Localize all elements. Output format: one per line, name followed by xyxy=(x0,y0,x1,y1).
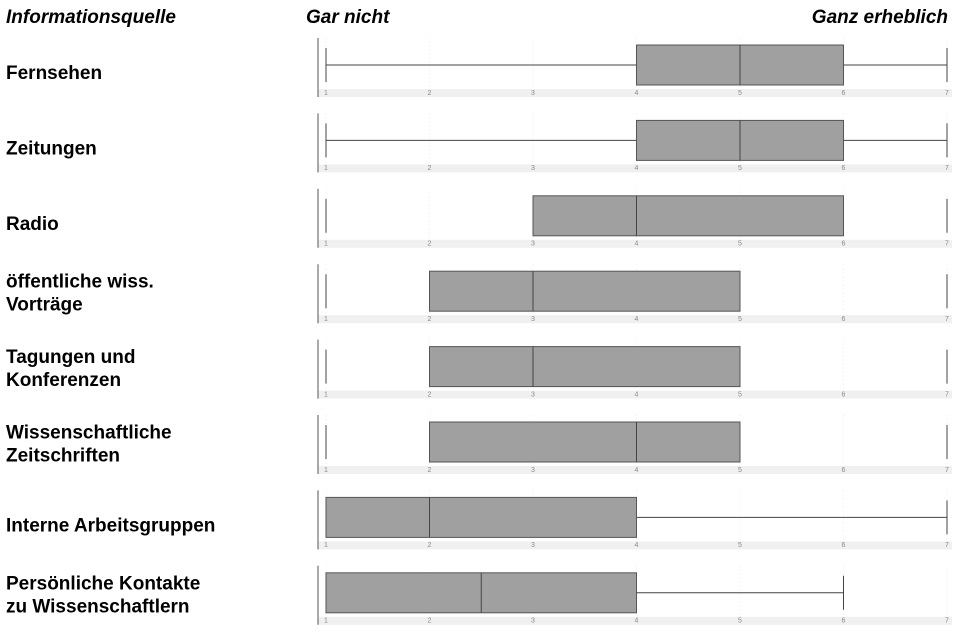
x-tick-label: 4 xyxy=(635,165,639,172)
column-header: Informationsquelle xyxy=(6,7,176,28)
x-tick-label: 6 xyxy=(842,316,846,323)
x-tick-label: 4 xyxy=(635,618,639,625)
category-label: Interne Arbeitsgruppen xyxy=(6,515,215,536)
x-tick-label: 1 xyxy=(324,316,328,323)
category-label: Fernsehen xyxy=(6,63,102,84)
x-tick-label: 1 xyxy=(324,391,328,398)
x-tick-label: 7 xyxy=(945,90,949,97)
x-tick-label: 2 xyxy=(428,165,432,172)
x-tick-label: 6 xyxy=(842,618,846,625)
category-label: Radio xyxy=(6,214,59,235)
x-tick-label: 7 xyxy=(945,391,949,398)
x-tick-label: 3 xyxy=(531,391,535,398)
x-tick-label: 5 xyxy=(738,391,742,398)
x-tick-label: 5 xyxy=(738,165,742,172)
scale-low-label: Gar nicht xyxy=(306,7,390,28)
x-tick-label: 4 xyxy=(635,90,639,97)
tick-strip xyxy=(318,89,952,97)
category-label: Tagungen und xyxy=(6,347,135,368)
x-tick-label: 6 xyxy=(842,391,846,398)
x-tick-label: 3 xyxy=(531,241,535,248)
x-tick-label: 5 xyxy=(738,241,742,248)
tick-strip xyxy=(318,616,952,625)
tick-strip xyxy=(318,239,952,248)
tick-strip xyxy=(318,466,952,474)
x-tick-label: 1 xyxy=(324,618,328,625)
x-tick-label: 1 xyxy=(324,90,328,97)
box xyxy=(429,270,741,312)
box xyxy=(532,195,844,237)
category-label: Zeitungen xyxy=(6,138,97,159)
x-tick-label: 5 xyxy=(738,467,742,474)
x-tick-label: 5 xyxy=(738,90,742,97)
category-label: Persönliche Kontakte xyxy=(6,573,200,594)
category-label: Vorträge xyxy=(6,295,83,316)
x-tick-label: 7 xyxy=(945,467,949,474)
tick-strip xyxy=(318,315,952,324)
x-tick-label: 7 xyxy=(945,618,949,625)
x-tick-label: 6 xyxy=(842,542,846,549)
x-tick-label: 3 xyxy=(531,165,535,172)
scale-high-label: Ganz erheblich xyxy=(812,7,948,28)
category-label: zu Wissenschaftlern xyxy=(6,596,190,617)
x-tick-label: 5 xyxy=(738,618,742,625)
x-tick-label: 6 xyxy=(842,90,846,97)
x-tick-label: 1 xyxy=(324,467,328,474)
x-tick-label: 2 xyxy=(428,618,432,625)
category-label: Konferenzen xyxy=(6,370,121,391)
x-tick-label: 7 xyxy=(945,165,949,172)
x-tick-label: 5 xyxy=(738,542,742,549)
x-tick-label: 4 xyxy=(635,316,639,323)
category-label: öffentliche wiss. xyxy=(6,272,154,293)
x-tick-label: 2 xyxy=(428,241,432,248)
x-tick-label: 7 xyxy=(945,241,949,248)
box xyxy=(429,421,741,463)
x-tick-label: 5 xyxy=(738,316,742,323)
x-tick-label: 7 xyxy=(945,316,949,323)
x-tick-label: 3 xyxy=(531,90,535,97)
tick-strip xyxy=(318,390,952,399)
x-tick-label: 2 xyxy=(428,467,432,474)
x-tick-label: 3 xyxy=(531,467,535,474)
x-tick-label: 7 xyxy=(945,542,949,549)
x-tick-label: 6 xyxy=(842,241,846,248)
x-tick-label: 4 xyxy=(635,467,639,474)
x-tick-label: 3 xyxy=(531,316,535,323)
x-tick-label: 2 xyxy=(428,316,432,323)
tick-strip xyxy=(318,164,952,173)
category-label: Wissenschaftliche xyxy=(6,423,172,444)
x-tick-label: 1 xyxy=(324,241,328,248)
tick-strip xyxy=(318,541,952,550)
x-tick-label: 2 xyxy=(428,391,432,398)
x-tick-label: 2 xyxy=(428,90,432,97)
x-tick-label: 1 xyxy=(324,165,328,172)
x-tick-label: 3 xyxy=(531,618,535,625)
category-label: Zeitschriften xyxy=(6,446,120,467)
box xyxy=(325,496,637,538)
x-tick-label: 2 xyxy=(428,542,432,549)
x-tick-label: 4 xyxy=(635,391,639,398)
x-tick-label: 6 xyxy=(842,467,846,474)
box xyxy=(429,346,741,388)
x-tick-label: 6 xyxy=(842,165,846,172)
x-tick-label: 4 xyxy=(635,241,639,248)
x-tick-label: 4 xyxy=(635,542,639,549)
x-tick-label: 3 xyxy=(531,542,535,549)
x-tick-label: 1 xyxy=(324,542,328,549)
